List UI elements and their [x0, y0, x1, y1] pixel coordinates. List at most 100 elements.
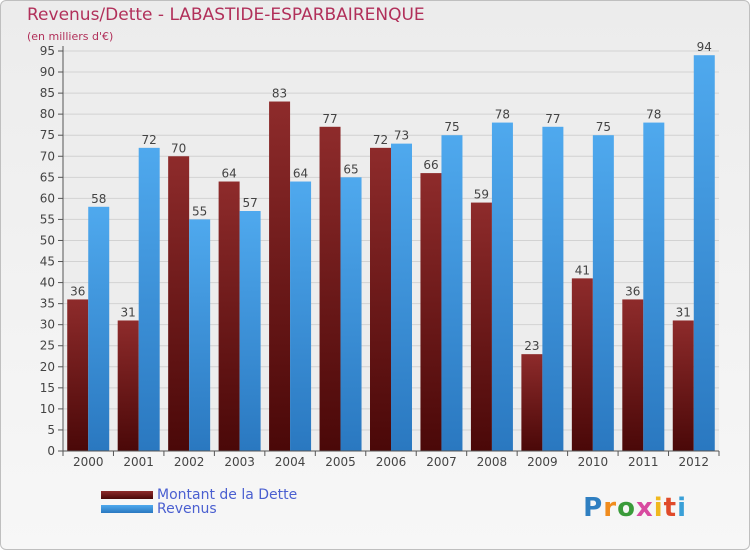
bar-revenus — [88, 206, 110, 451]
bar-dette — [117, 320, 139, 451]
bar-dette — [571, 278, 593, 451]
bar-revenus — [340, 177, 362, 451]
bar-revenus — [290, 181, 312, 452]
bar-dette — [269, 101, 291, 452]
data-label: 36 — [70, 284, 85, 298]
x-tick-label: 2011 — [628, 455, 659, 469]
logo-letter: x — [635, 493, 654, 523]
x-tick-label: 2005 — [325, 455, 356, 469]
bar-dette — [622, 299, 644, 451]
bar-revenus — [189, 219, 211, 451]
y-tick-label: 60 — [40, 191, 55, 205]
bar-dette — [521, 354, 543, 451]
bars: 36 58 31 72 70 55 64 57 83 64 77 65 72 73 66 75 59 78 23 77… — [67, 40, 715, 452]
data-label: 73 — [394, 129, 409, 143]
chart-subtitle: (en milliers d'€) — [27, 30, 114, 43]
data-label: 23 — [524, 339, 539, 353]
y-tick-label: 5 — [47, 423, 55, 437]
y-tick-label: 80 — [40, 107, 55, 121]
bar-revenus — [491, 122, 513, 451]
data-label: 72 — [373, 133, 388, 147]
x-tick-label: 2009 — [527, 455, 558, 469]
data-label: 31 — [676, 305, 691, 319]
x-tick-label: 2003 — [224, 455, 255, 469]
bar-revenus — [592, 135, 614, 452]
bar-revenus — [239, 211, 261, 451]
bar-dette — [470, 202, 492, 451]
y-tick-label: 90 — [40, 65, 55, 79]
data-label: 57 — [242, 196, 257, 210]
logo-letter: i — [653, 493, 664, 523]
y-tick-label: 70 — [40, 149, 55, 163]
data-label: 83 — [272, 87, 287, 101]
legend-label-revenus: Revenus — [157, 501, 217, 517]
data-label: 64 — [221, 167, 236, 181]
legend-item-revenus: Revenus — [101, 501, 217, 517]
y-tick-label: 35 — [40, 297, 55, 311]
data-label: 65 — [343, 162, 358, 176]
logo-letter: t — [663, 493, 678, 523]
data-label: 55 — [192, 204, 207, 218]
y-tick-label: 20 — [40, 360, 55, 374]
data-label: 58 — [91, 192, 106, 206]
legend-swatch-revenus — [101, 505, 153, 513]
y-tick-label: 45 — [40, 255, 55, 269]
data-label: 31 — [121, 305, 136, 319]
data-label: 78 — [646, 108, 661, 122]
bar-revenus — [693, 55, 715, 452]
data-label: 64 — [293, 167, 308, 181]
data-label: 75 — [444, 120, 459, 134]
x-tick-label: 2006 — [376, 455, 407, 469]
bar-dette — [420, 173, 442, 451]
y-tick-label: 95 — [40, 44, 55, 58]
x-tick-label: 2010 — [578, 455, 609, 469]
data-label: 36 — [625, 284, 640, 298]
legend-swatch-debt — [101, 491, 153, 499]
y-tick-label: 40 — [40, 276, 55, 290]
bar-revenus — [643, 122, 665, 451]
y-axis: 0 5 10 15 20 25 30 35 40 45 50 55 60 65 70 75 80 85 90 95 — [40, 44, 64, 458]
logo-letter: P — [583, 493, 604, 523]
logo-letter: i — [677, 493, 687, 523]
x-tick-label: 2001 — [123, 455, 154, 469]
x-tick-label: 2008 — [477, 455, 508, 469]
data-label: 70 — [171, 141, 186, 155]
data-label: 66 — [423, 158, 438, 172]
x-tick-label: 2002 — [174, 455, 205, 469]
data-label: 94 — [697, 40, 712, 54]
bar-revenus — [441, 135, 463, 452]
bar-dette — [67, 299, 89, 451]
logo-letter: o — [617, 493, 636, 523]
y-tick-label: 0 — [47, 444, 55, 458]
data-label: 77 — [322, 112, 337, 126]
bar-revenus — [542, 126, 564, 451]
bar-dette — [370, 147, 391, 451]
y-tick-label: 30 — [40, 318, 55, 332]
bar-revenus — [391, 143, 412, 451]
y-tick-label: 10 — [40, 402, 55, 416]
legend-item-debt: Montant de la Dette — [101, 487, 297, 503]
x-tick-label: 2004 — [275, 455, 306, 469]
data-label: 78 — [495, 108, 510, 122]
y-tick-label: 25 — [40, 339, 55, 353]
y-tick-label: 55 — [40, 212, 55, 226]
data-label: 59 — [474, 188, 489, 202]
x-tick-label: 2012 — [678, 455, 709, 469]
bar-dette — [218, 181, 240, 452]
bar-dette — [319, 126, 341, 451]
data-label: 77 — [545, 112, 560, 126]
bar-dette — [672, 320, 694, 451]
x-tick-label: 2007 — [426, 455, 457, 469]
bar-dette — [168, 156, 190, 451]
chart-title: Revenus/Dette - LABASTIDE-ESPARBAIRENQUE — [27, 5, 425, 25]
y-tick-label: 65 — [40, 170, 55, 184]
y-tick-label: 15 — [40, 381, 55, 395]
data-label: 41 — [575, 263, 590, 277]
logo-letter: r — [603, 493, 618, 523]
x-tick-label: 2000 — [73, 455, 104, 469]
proxiti-logo: Proxiti — [583, 493, 687, 523]
y-tick-label: 50 — [40, 233, 55, 247]
y-tick-label: 75 — [40, 128, 55, 142]
